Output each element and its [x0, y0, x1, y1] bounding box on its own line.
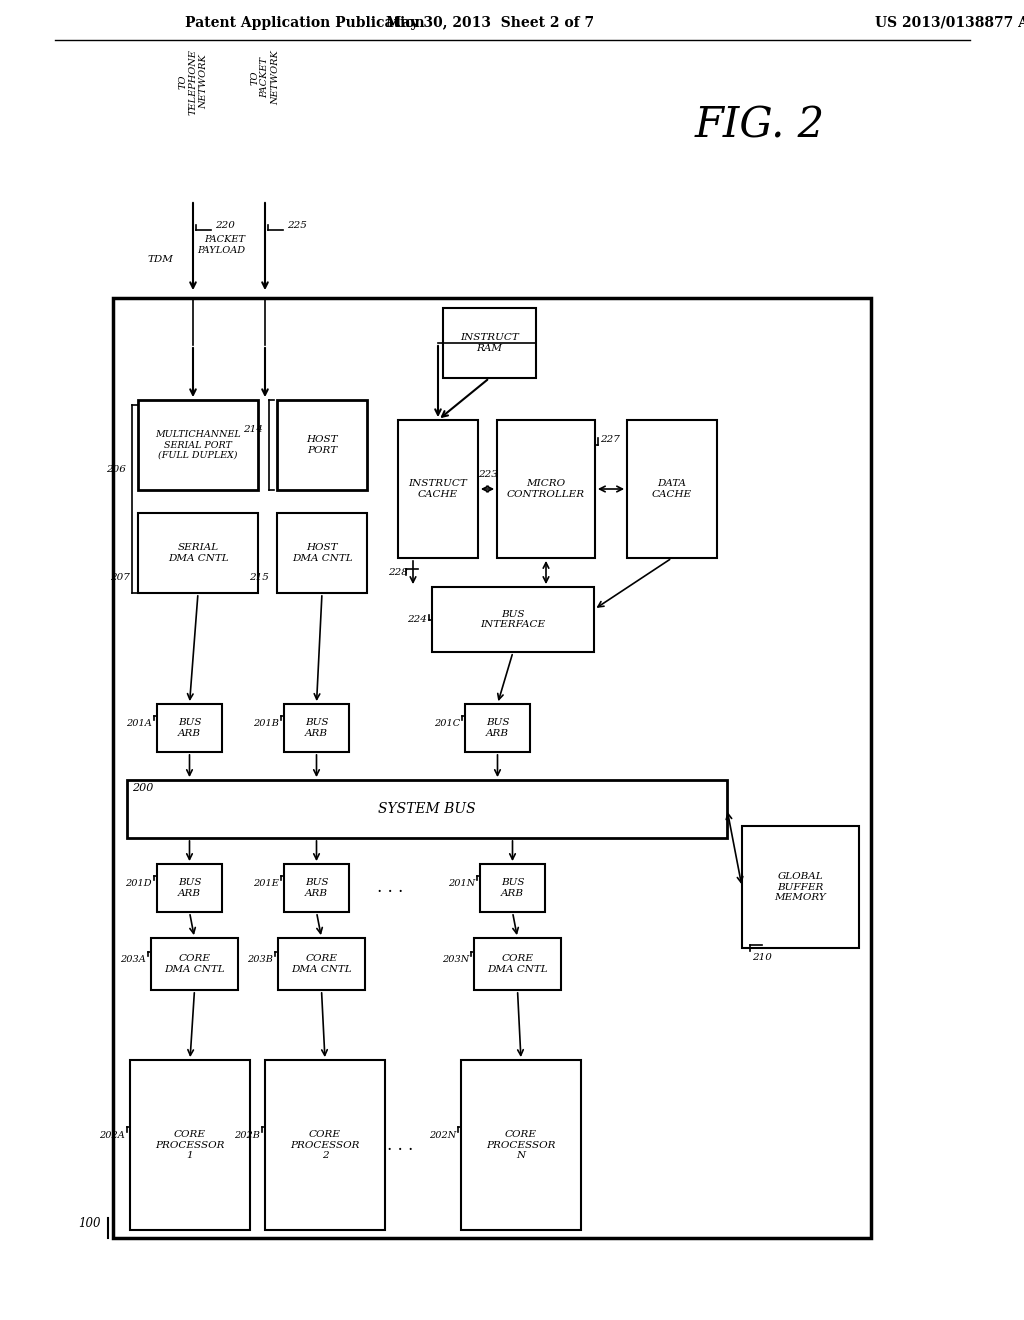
- Bar: [627, 420, 717, 558]
- Text: CORE
PROCESSOR
2: CORE PROCESSOR 2: [290, 1130, 359, 1160]
- Text: CORE
DMA CNTL: CORE DMA CNTL: [487, 954, 548, 974]
- Text: 203B: 203B: [247, 954, 273, 964]
- Bar: [113, 298, 871, 1238]
- Bar: [265, 1060, 385, 1230]
- Text: 201D: 201D: [125, 879, 152, 887]
- Bar: [151, 939, 238, 990]
- Text: . . .: . . .: [377, 879, 403, 896]
- Bar: [398, 420, 478, 558]
- Text: MULTICHANNEL
SERIAL PORT
(FULL DUPLEX): MULTICHANNEL SERIAL PORT (FULL DUPLEX): [156, 430, 241, 459]
- Text: CORE
PROCESSOR
N: CORE PROCESSOR N: [486, 1130, 556, 1160]
- Text: 202N: 202N: [429, 1130, 456, 1139]
- Text: GLOBAL
BUFFER
MEMORY: GLOBAL BUFFER MEMORY: [774, 873, 826, 902]
- Text: 203N: 203N: [441, 954, 469, 964]
- Text: 100: 100: [79, 1217, 101, 1230]
- Text: CORE
DMA CNTL: CORE DMA CNTL: [291, 954, 352, 974]
- Bar: [461, 1060, 581, 1230]
- Text: Patent Application Publication: Patent Application Publication: [185, 16, 425, 30]
- Text: 225: 225: [287, 220, 307, 230]
- Text: CORE
PROCESSOR
1: CORE PROCESSOR 1: [156, 1130, 224, 1160]
- Bar: [157, 704, 222, 752]
- Text: 227: 227: [600, 436, 620, 445]
- Text: MICRO
CONTROLLER: MICRO CONTROLLER: [507, 479, 585, 499]
- Text: INSTRUCT
RAM: INSTRUCT RAM: [460, 333, 519, 352]
- Bar: [465, 704, 530, 752]
- Text: 215: 215: [249, 573, 269, 582]
- Text: BUS
ARB: BUS ARB: [178, 878, 202, 898]
- Text: TO
PACKET
NETWORK: TO PACKET NETWORK: [250, 50, 280, 106]
- Text: SERIAL
DMA CNTL: SERIAL DMA CNTL: [168, 544, 228, 562]
- Bar: [497, 420, 595, 558]
- Text: 201N: 201N: [447, 879, 475, 887]
- Text: 214: 214: [243, 425, 263, 434]
- Text: 201C: 201C: [434, 718, 460, 727]
- Text: INSTRUCT
CACHE: INSTRUCT CACHE: [409, 479, 467, 499]
- Text: SYSTEM BUS: SYSTEM BUS: [378, 803, 476, 816]
- Bar: [432, 587, 594, 652]
- Text: 223: 223: [477, 470, 498, 479]
- Text: BUS
ARB: BUS ARB: [178, 718, 202, 738]
- Text: FIG. 2: FIG. 2: [695, 104, 825, 147]
- Text: . . .: . . .: [387, 1137, 413, 1154]
- Bar: [157, 865, 222, 912]
- Text: 201A: 201A: [126, 718, 152, 727]
- Bar: [130, 1060, 250, 1230]
- Text: US 2013/0138877 A1: US 2013/0138877 A1: [874, 16, 1024, 30]
- Text: 210: 210: [752, 953, 772, 962]
- Bar: [742, 826, 859, 948]
- Text: 206: 206: [106, 465, 126, 474]
- Text: CORE
DMA CNTL: CORE DMA CNTL: [164, 954, 225, 974]
- Text: 201E: 201E: [253, 879, 279, 887]
- Text: 220: 220: [215, 220, 234, 230]
- Bar: [480, 865, 545, 912]
- Text: 202A: 202A: [99, 1130, 125, 1139]
- Text: TO
TELEPHONE
NETWORK: TO TELEPHONE NETWORK: [178, 49, 208, 115]
- Text: BUS
ARB: BUS ARB: [305, 718, 329, 738]
- Bar: [443, 308, 536, 378]
- Text: 203A: 203A: [120, 954, 146, 964]
- Text: DATA
CACHE: DATA CACHE: [652, 479, 692, 499]
- Text: 224: 224: [408, 615, 427, 624]
- Text: HOST
PORT: HOST PORT: [306, 436, 338, 454]
- Text: PACKET
PAYLOAD: PACKET PAYLOAD: [197, 235, 245, 255]
- Text: 207: 207: [111, 573, 130, 582]
- Bar: [278, 513, 367, 593]
- Bar: [474, 939, 561, 990]
- Text: BUS
INTERFACE: BUS INTERFACE: [480, 610, 546, 630]
- Text: TDM: TDM: [147, 256, 173, 264]
- Bar: [127, 780, 727, 838]
- Text: 201B: 201B: [253, 718, 279, 727]
- Text: HOST
DMA CNTL: HOST DMA CNTL: [292, 544, 352, 562]
- Text: 200: 200: [132, 783, 154, 793]
- Text: 228: 228: [388, 568, 408, 577]
- Bar: [278, 939, 365, 990]
- Bar: [278, 400, 367, 490]
- Text: BUS
ARB: BUS ARB: [305, 878, 329, 898]
- Bar: [138, 400, 258, 490]
- Text: 202B: 202B: [234, 1130, 260, 1139]
- Bar: [284, 865, 349, 912]
- Text: BUS
ARB: BUS ARB: [501, 878, 524, 898]
- Text: May 30, 2013  Sheet 2 of 7: May 30, 2013 Sheet 2 of 7: [386, 16, 594, 30]
- Text: BUS
ARB: BUS ARB: [485, 718, 509, 738]
- Bar: [138, 513, 258, 593]
- Bar: [284, 704, 349, 752]
